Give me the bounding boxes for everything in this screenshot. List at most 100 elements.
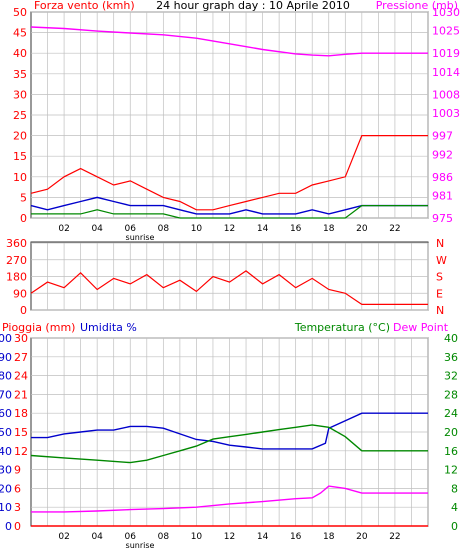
panel3-grid [31,337,429,527]
panel3-x-ticks: 02 04 06 08 10 12 14 16 18 20 22 [58,532,400,542]
rain-axis-tick: 0 [14,520,21,533]
panel2-grid [31,242,429,311]
temperature-axis-tick: 36 [444,351,458,364]
wind-axis-tick: 5 [20,191,27,204]
wind-min-line [31,205,428,219]
rain-axis-ticks: 0 3 6 9 12 15 18 21 24 27 30 [14,332,28,533]
temperature-axis-tick: 20 [444,426,458,439]
wind-axis-tick: 25 [13,109,27,122]
wind-axis-tick: 0 [20,212,27,225]
panel1-x-tick: 14 [257,224,269,234]
humidity-axis-tick: 10 [0,501,12,514]
panel1-x-tick: 22 [389,224,400,234]
sunrise-label-top: sunrise [126,233,155,242]
pressure-axis-label: Pressione (mb) [376,0,458,12]
panel3-x-tick: 22 [389,532,400,542]
panel3-x-tick: 04 [91,532,103,542]
pressure-axis-tick: 1008 [432,88,460,101]
direction-degree-tick: 360 [6,237,27,250]
humidity-axis-tick: 50 [0,426,12,439]
panel3-x-tick: 12 [224,532,235,542]
pressure-axis-tick: 986 [432,171,453,184]
panel1-x-tick: 08 [158,224,170,234]
direction-compass-tick: E [436,287,443,300]
temperature-axis-tick: 4 [451,501,458,514]
chart-title: 24 hour graph day : 10 Aprile 2010 [156,0,350,12]
direction-compass-tick: W [436,254,447,267]
panel3-series [30,412,428,527]
humidity-axis-tick: 90 [0,351,12,364]
temperature-axis-tick: 28 [444,388,458,401]
dewpoint-line [31,485,428,513]
panel3-x-tick: 02 [58,532,69,542]
wind-pressure-panel: 0 5 10 15 20 25 30 35 40 45 50 975 981 986 992 997 1003… [13,0,460,242]
rain-axis-tick: 3 [14,501,21,514]
wind-axis-tick: 40 [13,47,27,60]
panel3-x-tick: 16 [290,532,302,542]
panel1-x-tick: 04 [91,224,103,234]
direction-compass-tick: S [436,271,443,284]
wind-axis-tick: 50 [13,6,27,19]
wind-axis-tick: 20 [13,130,27,143]
rain-axis-tick: 30 [14,332,28,345]
humidity-axis-tick: 20 [0,482,12,495]
temperature-axis-tick: 8 [451,482,458,495]
pressure-axis-tick: 992 [432,148,453,161]
panel3-x-tick: 14 [257,532,269,542]
wind-axis-label: Forza vento (kmh) [34,0,135,12]
sunrise-label-bottom: sunrise [126,541,155,550]
wind-gust-line [30,135,428,211]
temperature-axis-tick: 24 [444,407,458,420]
panel3-x-tick: 18 [323,532,335,542]
wind-direction-line [30,270,428,305]
legend-humidity: Umidita % [80,321,137,334]
wind-avg-line [30,196,428,215]
wind-axis-tick: 30 [13,88,27,101]
panel3-x-tick: 08 [158,532,170,542]
direction-degree-tick: 90 [13,287,27,300]
panel2-series [30,270,428,305]
pressure-axis-tick: 1025 [432,25,460,38]
humidity-axis-tick: 100 [0,332,12,345]
pressure-axis-tick: 975 [432,212,453,225]
wind-axis-ticks: 0 5 10 15 20 25 30 35 40 45 50 [13,6,27,225]
direction-compass-tick: N [436,237,444,250]
panel1-x-ticks: 02 04 06 08 10 12 14 16 18 20 22 [58,224,400,234]
humidity-axis-tick: 60 [0,407,12,420]
temperature-axis-tick: 16 [444,445,458,458]
pressure-line [30,26,428,57]
wind-axis-tick: 45 [13,27,27,40]
pressure-axis-ticks: 975 981 986 992 997 1003 1008 1014 1019 1025 1030 [432,6,460,225]
humidity-axis-tick: 70 [0,388,12,401]
rain-axis-tick: 27 [14,351,28,364]
pressure-axis-tick: 1030 [432,6,460,19]
rain-axis-tick: 9 [14,464,21,477]
panel1-x-tick: 02 [58,224,69,234]
temperature-axis-ticks: 0 4 8 12 16 20 24 28 32 36 40 [444,332,458,533]
legend-temperature: Temperatura (°C) [294,321,390,334]
wind-axis-tick: 10 [13,171,27,184]
rain-axis-tick: 24 [14,370,28,383]
panel3-x-tick: 10 [191,532,203,542]
rain-axis-tick: 21 [14,388,28,401]
rain-axis-tick: 6 [14,482,21,495]
temperature-axis-tick: 0 [451,520,458,533]
panel1-grid [31,11,429,219]
humidity-axis-tick: 40 [0,445,12,458]
legend-dewpoint: Dew Point [393,321,449,334]
panel1-x-tick: 20 [356,224,368,234]
rain-axis-tick: 12 [14,445,28,458]
direction-degree-ticks: 0 90 180 270 360 [6,237,27,317]
panel1-x-tick: 18 [323,224,335,234]
temp-humidity-panel: 0102030405060708090100 03691215182124273… [0,321,458,550]
legend-rain: Pioggia (mm) [2,321,75,334]
pressure-axis-tick: 1003 [432,107,460,120]
panel1-x-tick: 12 [224,224,235,234]
temperature-axis-tick: 12 [444,464,458,477]
temperature-axis-tick: 40 [444,332,458,345]
humidity-line [31,412,428,450]
direction-degree-tick: 270 [6,254,27,267]
rain-axis-tick: 15 [14,426,28,439]
